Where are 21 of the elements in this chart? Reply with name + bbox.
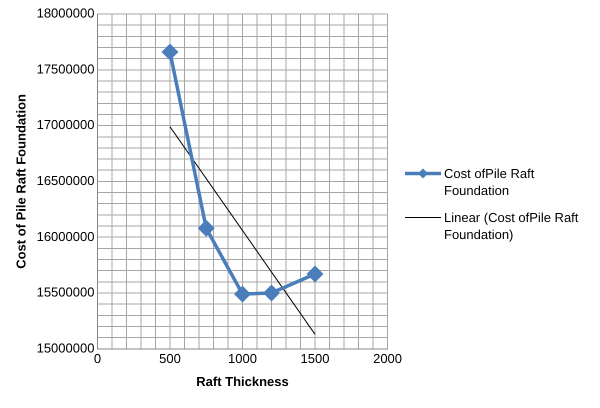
- x-tick-label: 1000: [228, 351, 257, 366]
- legend-label: Cost ofPile Raft Foundation: [444, 165, 536, 199]
- x-tick-label: 500: [159, 351, 181, 366]
- y-axis-title: Cost of Pile Raft Foundation: [13, 94, 28, 269]
- y-tick-label: 16000000: [36, 228, 94, 244]
- y-tick-label: 17000000: [36, 117, 94, 132]
- y-tick-label: 15500000: [36, 284, 94, 300]
- x-axis-title: Raft Thickness: [196, 374, 289, 389]
- x-tick-label: 0: [94, 351, 102, 366]
- x-tick-label: 2000: [373, 351, 402, 366]
- x-tick-label: 1500: [300, 351, 330, 366]
- legend-label: Linear (Cost ofPile Raft Foundation): [444, 209, 580, 243]
- y-tick-label: 16500000: [36, 172, 94, 188]
- point: [162, 44, 178, 60]
- point: [234, 286, 250, 302]
- y-tick-label: 18000000: [36, 6, 94, 21]
- point: [307, 266, 323, 282]
- y-tick-label: 17500000: [36, 61, 94, 76]
- y-tick-label: 15000000: [36, 340, 94, 356]
- point: [198, 220, 214, 236]
- point: [264, 285, 280, 301]
